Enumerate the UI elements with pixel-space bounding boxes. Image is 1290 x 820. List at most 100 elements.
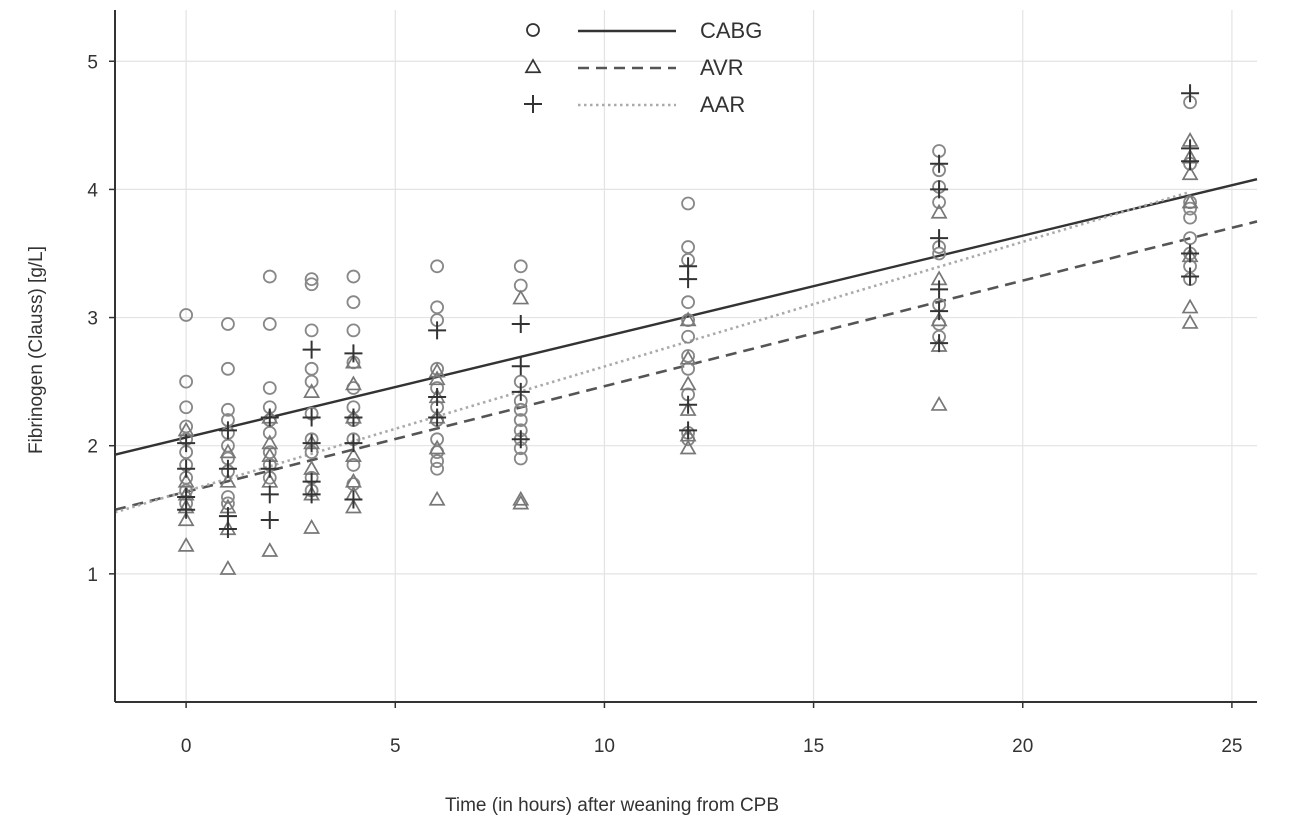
data-point-cabg [513, 413, 528, 427]
data-point-cabg [430, 432, 445, 447]
data-point-cabg [346, 269, 361, 284]
data-point-aar [428, 321, 447, 340]
legend-label-cabg: CABG [700, 18, 762, 43]
data-point-avr [679, 375, 697, 391]
data-point-avr [261, 542, 279, 557]
data-point-avr [219, 560, 237, 575]
fit-line-avr [114, 220, 1258, 512]
data-point-cabg [262, 381, 277, 395]
data-point-avr [1181, 298, 1199, 314]
x-tick-label: 15 [803, 736, 824, 757]
data-point-aar [930, 180, 949, 199]
data-point-avr [344, 472, 362, 488]
data-point-avr [344, 498, 362, 514]
data-point-avr [930, 395, 948, 411]
data-point-cabg [681, 240, 695, 254]
data-point-aar [177, 459, 196, 478]
data-point-aar [428, 408, 447, 427]
data-point-avr [1181, 313, 1199, 329]
x-ticks: 0 5 10 15 20 25 [181, 702, 1242, 757]
data-point-cabg [513, 402, 528, 417]
data-point-cabg [179, 400, 194, 415]
series-avr [177, 131, 1199, 575]
fit-lines [114, 177, 1258, 514]
data-point-cabg [681, 295, 695, 310]
data-point-avr [344, 353, 362, 369]
data-point-cabg [221, 317, 235, 331]
data-point-aar [344, 434, 363, 453]
data-point-aar [1181, 84, 1200, 103]
data-point-avr [679, 311, 697, 327]
y-tick-label: 5 [87, 52, 98, 73]
data-point-aar [302, 340, 321, 359]
data-point-avr [679, 426, 697, 442]
data-point-aar [930, 280, 949, 299]
data-point-cabg [513, 259, 528, 274]
x-axis-title: Time (in hours) after weaning from CPB [445, 795, 779, 816]
data-point-cabg [430, 461, 445, 476]
data-point-aar [177, 487, 196, 506]
y-tick-label: 4 [87, 180, 98, 201]
axes [114, 10, 1257, 703]
legend-label-avr: AVR [700, 55, 744, 80]
data-point-aar [177, 434, 196, 453]
data-point-cabg [430, 300, 445, 315]
data-point-avr [303, 383, 321, 398]
data-point-avr [177, 536, 195, 552]
data-point-cabg [513, 451, 528, 466]
series-cabg [179, 95, 1197, 511]
data-point-aar [260, 485, 279, 504]
data-point-cabg [262, 269, 277, 284]
data-point-cabg [932, 246, 946, 261]
data-point-aar [511, 382, 530, 401]
data-point-aar [511, 430, 530, 449]
data-point-cabg [430, 454, 445, 468]
data-point-cabg [221, 361, 235, 376]
legend: CABG AVR AAR [524, 18, 762, 117]
data-point-avr [679, 401, 697, 416]
data-point-cabg [221, 490, 235, 504]
data-point-cabg [304, 361, 319, 376]
data-point-aar [679, 395, 698, 414]
data-point-aar [1181, 139, 1200, 158]
fit-line-aar [114, 190, 1191, 514]
data-point-cabg [221, 402, 235, 417]
x-tick-label: 0 [181, 736, 192, 757]
data-point-avr [512, 490, 530, 506]
data-point-cabg [1183, 201, 1197, 216]
data-point-aar [679, 421, 698, 440]
data-points [177, 84, 1200, 575]
data-point-avr [428, 490, 446, 506]
data-point-aar [260, 511, 279, 530]
data-point-cabg [681, 361, 695, 376]
data-point-avr [1181, 165, 1199, 181]
data-point-aar [679, 257, 698, 276]
y-ticks: 1 2 3 4 5 [87, 52, 115, 586]
data-point-aar [428, 388, 447, 407]
data-point-avr [512, 494, 530, 510]
data-point-cabg [262, 317, 277, 331]
y-axis-title: Fibrinogen (Clauss) [g/L] [26, 246, 47, 454]
data-point-avr [428, 362, 446, 378]
data-point-aar [302, 408, 321, 427]
data-point-aar [218, 421, 237, 440]
data-point-aar [930, 229, 949, 248]
data-point-avr [261, 434, 279, 450]
legend-marker-cabg [526, 23, 540, 37]
data-point-avr [512, 289, 530, 305]
x-tick-label: 25 [1221, 736, 1242, 757]
data-point-cabg [304, 323, 319, 338]
data-point-aar [344, 344, 363, 363]
y-tick-label: 3 [87, 309, 98, 330]
data-point-avr [428, 370, 446, 386]
data-point-cabg [304, 277, 319, 292]
legend-marker-aar [524, 95, 542, 113]
data-point-aar [930, 154, 949, 173]
y-tick-label: 1 [87, 565, 98, 586]
data-point-cabg [304, 272, 319, 287]
data-point-aar [218, 507, 237, 526]
data-point-aar [302, 472, 321, 491]
data-point-aar [344, 490, 363, 509]
data-point-aar [1181, 244, 1200, 263]
data-point-aar [511, 357, 530, 376]
